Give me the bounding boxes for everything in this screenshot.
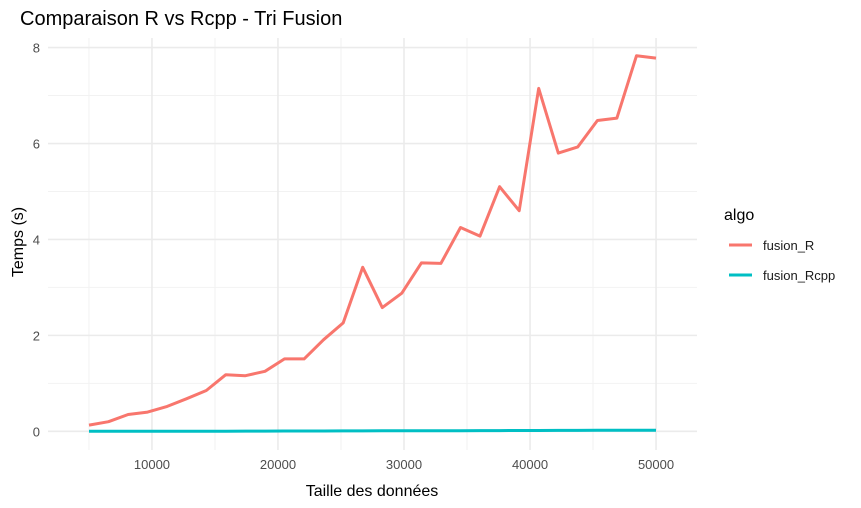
x-axis-title: Taille des données <box>306 483 439 500</box>
x-tick-label: 40000 <box>512 457 548 472</box>
legend-title: algo <box>724 207 754 224</box>
series-lines <box>88 54 657 433</box>
series-line-fusion_R <box>88 54 657 427</box>
x-tick-label: 50000 <box>638 457 674 472</box>
major-gridlines <box>48 38 697 450</box>
minor-gridlines <box>48 38 697 450</box>
legend-items: fusion_R fusion_Rcpp <box>729 238 835 283</box>
x-axis-tick-labels: 10000 20000 30000 40000 50000 <box>134 457 674 472</box>
legend-label-fusion_Rcpp: fusion_Rcpp <box>763 268 835 283</box>
y-tick-label: 2 <box>33 328 40 343</box>
series-line-fusion_Rcpp <box>89 428 656 433</box>
x-tick-label: 20000 <box>260 457 296 472</box>
x-tick-label: 30000 <box>386 457 422 472</box>
legend: algo fusion_R fusion_Rcpp <box>724 207 835 283</box>
y-tick-label: 8 <box>33 41 40 56</box>
y-axis-tick-labels: 0 2 4 6 8 <box>33 41 40 440</box>
legend-label-fusion_R: fusion_R <box>763 238 814 253</box>
y-axis-title: Temps (s) <box>10 207 27 277</box>
x-tick-label: 10000 <box>134 457 170 472</box>
y-tick-label: 4 <box>33 232 40 247</box>
chart-title: Comparaison R vs Rcpp - Tri Fusion <box>20 8 342 30</box>
y-tick-label: 0 <box>33 424 40 439</box>
y-tick-label: 6 <box>33 137 40 152</box>
